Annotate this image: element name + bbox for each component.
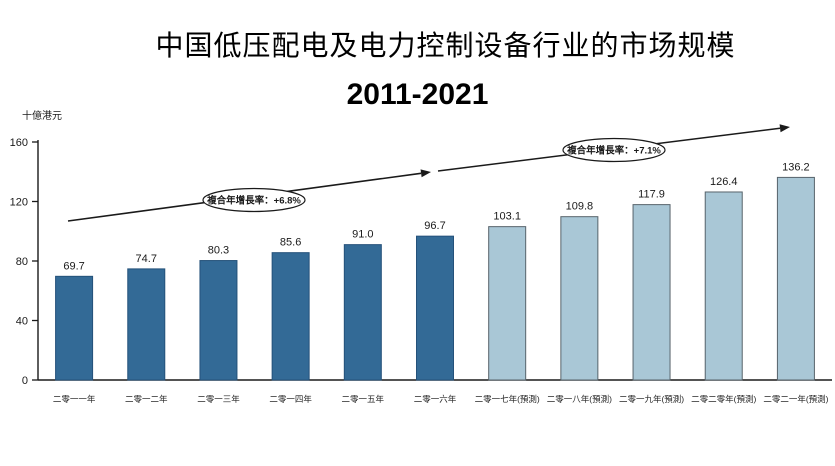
y-axis-tick-label: 160 bbox=[10, 137, 28, 149]
x-axis-tick-label: 二零一一年 bbox=[53, 394, 96, 404]
cagr-arrowhead-icon bbox=[420, 169, 431, 178]
y-axis-tick-label: 40 bbox=[16, 316, 28, 328]
bar-forecast bbox=[704, 191, 743, 381]
bar-value-label: 126.4 bbox=[710, 176, 738, 188]
bar-value-label: 109.8 bbox=[566, 201, 594, 213]
x-axis-tick-label: 二零二零年(預測) bbox=[691, 394, 756, 404]
bar-actual bbox=[55, 275, 94, 381]
cagr-annotation-label: 複合年增長率：+6.8% bbox=[206, 195, 301, 207]
bar-value-label: 96.7 bbox=[424, 220, 445, 232]
bar-forecast bbox=[776, 176, 815, 381]
x-axis-tick-label: 二零一八年(預測) bbox=[547, 394, 612, 404]
chart-subtitle-years: 2011-2021 bbox=[346, 78, 489, 111]
bar-value-label: 80.3 bbox=[208, 245, 229, 257]
x-axis-tick-label: 二零一五年 bbox=[342, 394, 385, 404]
bar-actual bbox=[127, 268, 166, 381]
x-axis-tick-label: 二零一九年(預測) bbox=[619, 394, 684, 404]
cagr-annotation-ellipse bbox=[562, 137, 666, 163]
y-axis-unit-label: 十億港元 bbox=[22, 109, 62, 122]
bar-value-label: 85.6 bbox=[280, 237, 301, 249]
y-axis-tick-label: 0 bbox=[22, 375, 28, 387]
x-axis-tick-label: 二零一四年 bbox=[269, 394, 312, 404]
bar-value-label: 69.7 bbox=[63, 260, 84, 272]
y-axis-tick-label: 120 bbox=[10, 197, 28, 209]
bar-actual bbox=[343, 244, 382, 381]
x-axis-tick-label: 二零一六年 bbox=[414, 394, 457, 404]
x-axis-tick-label: 二零二一年(預測) bbox=[763, 394, 828, 404]
bar-value-label: 136.2 bbox=[782, 161, 810, 173]
bar-forecast bbox=[488, 226, 527, 381]
bar-value-label: 117.9 bbox=[638, 189, 665, 201]
chart-title: 中国低压配电及电力控制设备行业的市场规模 bbox=[155, 31, 736, 62]
bar-value-label: 103.1 bbox=[493, 211, 521, 223]
bar-actual bbox=[199, 260, 238, 381]
cagr-arrowhead-icon bbox=[779, 124, 790, 133]
bar-actual bbox=[271, 252, 310, 381]
cagr-annotation-label: 複合年增長率：+7.1% bbox=[566, 145, 661, 157]
cagr-annotation-ellipse bbox=[202, 187, 306, 213]
bar-forecast bbox=[560, 216, 599, 381]
y-axis-tick-label: 80 bbox=[16, 256, 28, 268]
x-axis-tick-label: 二零一三年 bbox=[197, 394, 240, 404]
bar-value-label: 91.0 bbox=[352, 229, 373, 241]
bar-value-label: 74.7 bbox=[136, 253, 157, 265]
bar-actual bbox=[416, 235, 454, 381]
x-axis-tick-label: 二零一二年 bbox=[125, 394, 168, 404]
x-axis-tick-label: 二零一七年(預測) bbox=[475, 394, 540, 404]
bar-forecast bbox=[632, 204, 671, 381]
